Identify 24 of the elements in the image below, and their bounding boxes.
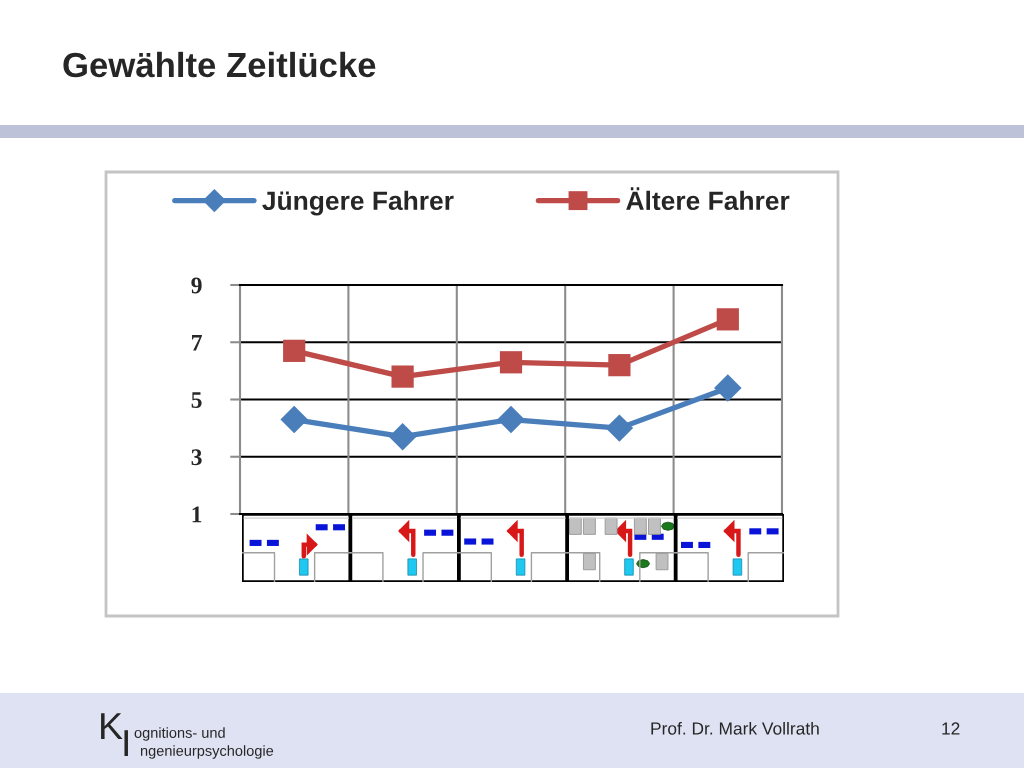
text: Prof. Dr. Mark Vollrath (651, 721, 819, 735)
legend-label: Ältere Fahrer (626, 187, 790, 211)
point (716, 308, 739, 331)
chart-title: Gewählte Zeitlücke (63, 51, 376, 78)
point (391, 365, 414, 388)
point (714, 374, 742, 402)
y-tick-label: 1 (192, 506, 202, 523)
y-tick-label: 3 (191, 449, 202, 466)
text: K (101, 713, 123, 739)
point (388, 422, 417, 451)
y-tick-label: 9 (191, 277, 202, 294)
y-tick-label: 7 (192, 334, 202, 351)
text: ngenieurpsychologie (140, 745, 274, 759)
point (605, 414, 634, 442)
text: 12 (942, 722, 960, 735)
y-tick-label: 5 (191, 392, 202, 408)
text: I (124, 730, 128, 756)
point (499, 351, 523, 374)
point (608, 354, 631, 377)
text: ognitions- und (134, 727, 225, 741)
legend-label: Jüngere Fahrer (262, 190, 454, 216)
point (280, 405, 308, 434)
point (283, 339, 306, 362)
point (497, 405, 525, 434)
